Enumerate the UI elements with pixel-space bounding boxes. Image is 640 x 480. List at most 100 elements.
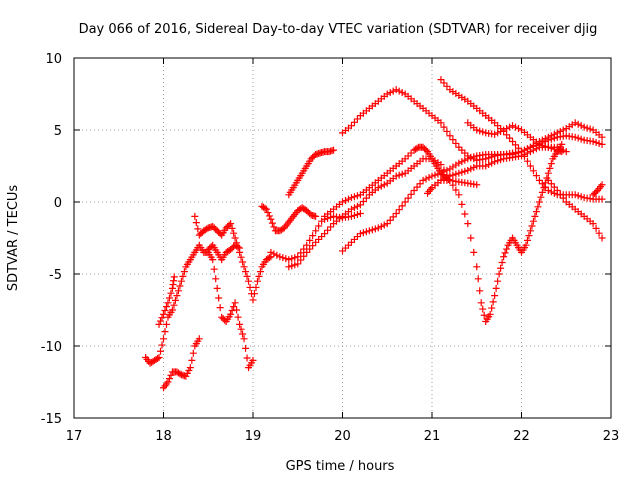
data-point: [188, 356, 196, 364]
data-point: [503, 125, 511, 133]
data-point: [291, 254, 299, 262]
data-point: [589, 138, 597, 146]
y-axis-label: SDTVAR / TECUs: [6, 185, 21, 292]
data-point: [160, 310, 167, 318]
data-point: [532, 208, 540, 216]
data-point: [395, 171, 403, 179]
data-point: [440, 123, 448, 131]
series-track-7: [285, 146, 338, 199]
data-point: [380, 221, 388, 229]
data-point: [526, 227, 534, 235]
data-point: [155, 354, 163, 362]
data-point: [398, 89, 406, 97]
y-tick-label: -5: [49, 268, 62, 283]
data-point: [252, 283, 260, 291]
data-point: [546, 164, 554, 172]
data-point: [231, 234, 239, 242]
data-point: [461, 167, 469, 175]
data-point: [503, 245, 511, 253]
data-point: [324, 226, 332, 234]
data-point: [574, 192, 582, 200]
data-point: [506, 134, 514, 142]
data-point: [535, 176, 543, 184]
data-point: [377, 182, 385, 190]
data-point: [452, 186, 460, 194]
data-point: [497, 127, 505, 135]
data-point: [455, 159, 463, 167]
data-point: [592, 138, 600, 146]
data-point: [179, 272, 187, 280]
data-point: [203, 225, 211, 233]
data-point: [419, 176, 427, 184]
data-point: [245, 277, 253, 285]
data-point: [297, 256, 305, 264]
data-point: [425, 174, 433, 182]
data-point: [558, 140, 566, 148]
data-point: [440, 168, 448, 176]
data-point: [464, 155, 472, 163]
data-point: [356, 210, 364, 218]
data-point: [327, 223, 335, 231]
data-point: [350, 193, 358, 201]
data-point: [167, 289, 175, 297]
data-point: [389, 87, 397, 95]
data-point: [467, 234, 475, 242]
data-point: [227, 220, 235, 228]
data-point: [231, 299, 239, 307]
data-point: [356, 230, 364, 238]
data-point: [586, 125, 594, 133]
data-point: [470, 163, 478, 171]
data-point: [523, 157, 531, 165]
data-point: [168, 306, 176, 314]
data-point: [154, 354, 162, 362]
data-point: [353, 192, 361, 200]
data-point: [368, 226, 376, 234]
data-point: [523, 149, 531, 157]
data-point: [249, 356, 257, 364]
y-tick-label: 5: [54, 124, 62, 139]
data-point: [574, 134, 582, 142]
data-point: [239, 258, 247, 266]
data-point: [230, 303, 238, 311]
data-point: [553, 143, 561, 151]
series-track-16: [544, 176, 606, 242]
data-point: [474, 275, 482, 283]
data-point: [324, 214, 332, 222]
data-point: [491, 130, 499, 138]
data-point: [589, 220, 597, 228]
data-point: [383, 220, 391, 228]
data-point: [160, 335, 167, 343]
data-point: [165, 294, 173, 302]
data-point: [470, 248, 478, 256]
data-point: [476, 127, 484, 135]
data-point: [422, 146, 430, 154]
data-point: [161, 306, 169, 314]
data-point: [422, 175, 430, 183]
data-point: [485, 161, 493, 169]
data-point: [306, 245, 314, 253]
data-point: [265, 212, 273, 220]
data-point: [598, 195, 606, 203]
data-point: [529, 167, 537, 175]
series-track-14: [424, 176, 481, 197]
data-point: [395, 206, 403, 214]
data-point: [312, 212, 320, 220]
data-point: [494, 129, 502, 137]
data-point: [541, 142, 549, 150]
data-point: [512, 141, 520, 149]
data-point: [434, 170, 442, 178]
data-point: [170, 301, 178, 309]
data-point: [359, 229, 367, 237]
data-point: [165, 375, 173, 383]
data-point: [488, 159, 496, 167]
data-point: [537, 193, 545, 201]
data-point: [509, 138, 517, 146]
data-point: [377, 222, 385, 230]
x-tick-label: 22: [513, 429, 530, 444]
data-point: [303, 241, 311, 249]
data-point: [580, 123, 588, 131]
data-point: [341, 197, 349, 205]
x-tick-label: 20: [334, 429, 351, 444]
data-point: [255, 272, 263, 280]
data-point: [443, 82, 451, 90]
